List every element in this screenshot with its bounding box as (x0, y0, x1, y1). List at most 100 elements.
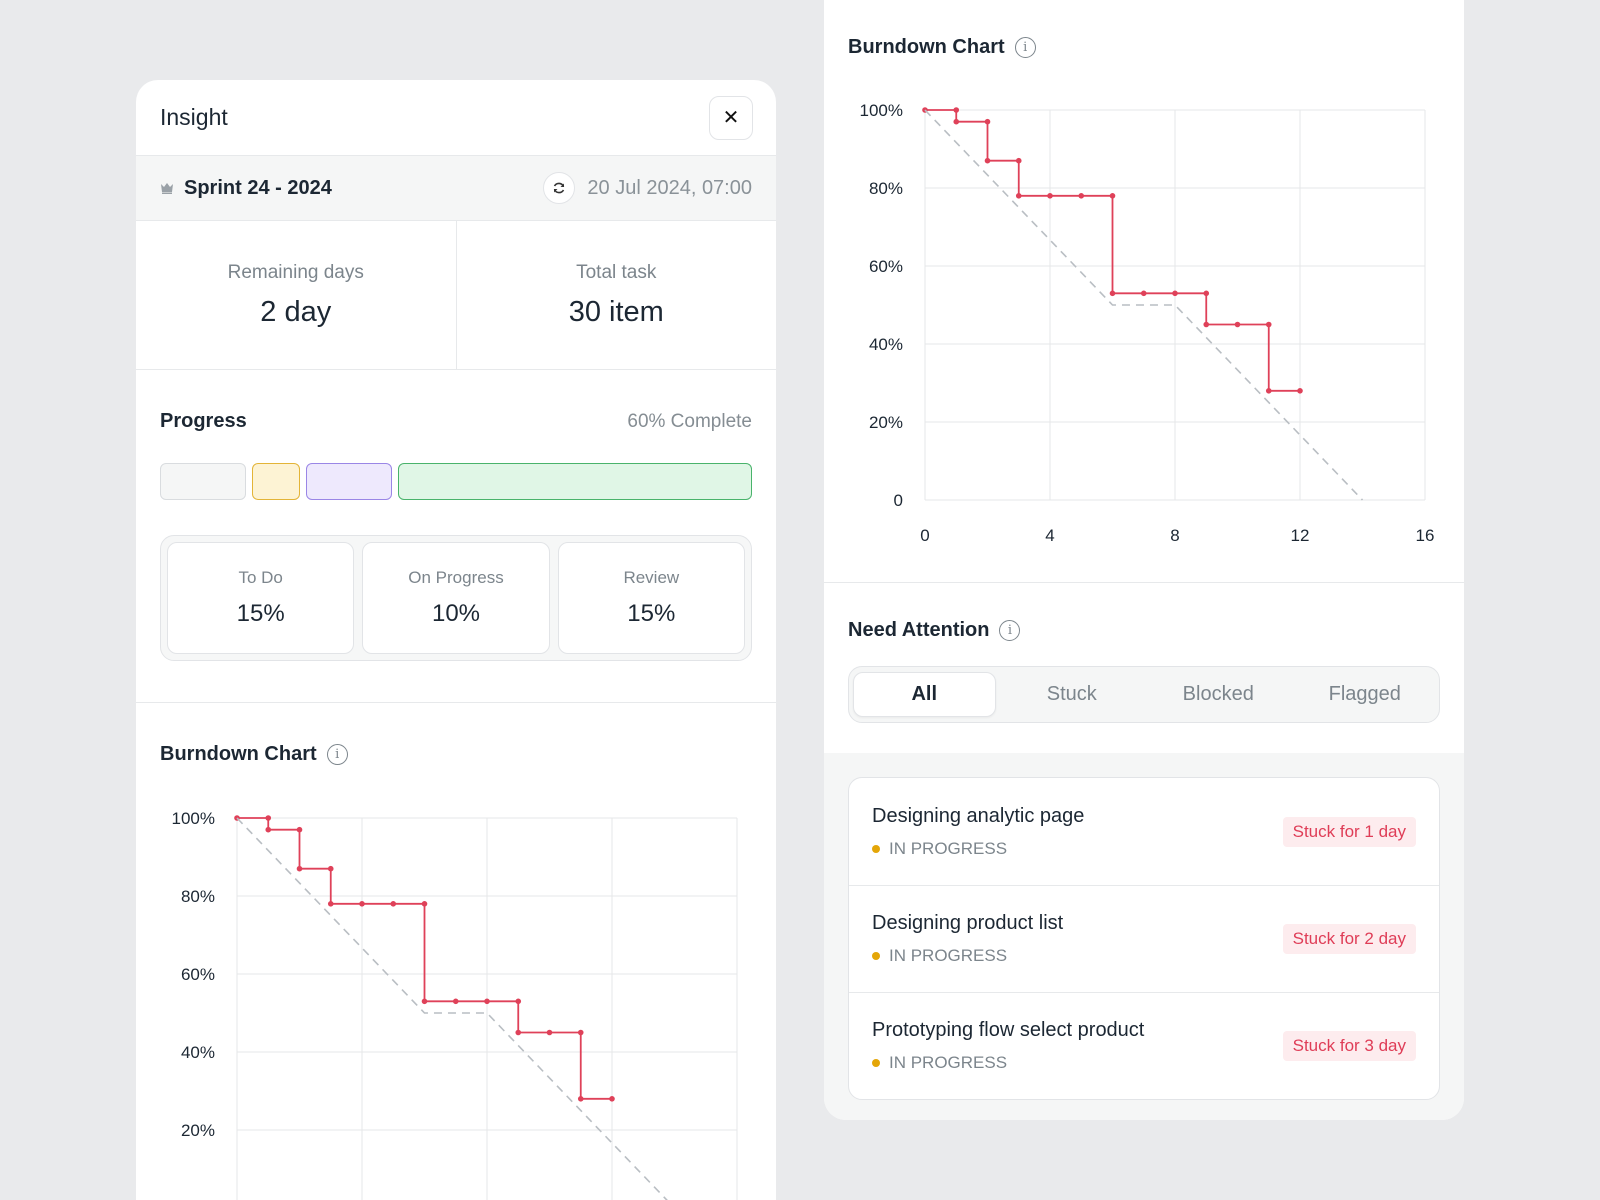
status-value: 15% (627, 600, 676, 627)
status-value: 15% (236, 600, 285, 627)
y-tick-label: 80% (869, 179, 903, 198)
progress-title: Progress (160, 410, 247, 432)
tab-stuck[interactable]: Stuck (1046, 683, 1097, 705)
need-attention-title-text: Need Attention (848, 619, 990, 641)
attention-body: Designing analytic page IN PROGRESS Stuc… (824, 753, 1464, 1120)
data-point (421, 901, 428, 907)
data-point (296, 865, 303, 872)
need-attention-title: Need Attention i (848, 619, 1440, 642)
data-point (452, 998, 459, 1005)
insight-panel: Insight ✕ Sprint 24 - 2024 20 Jul 2024, … (136, 80, 776, 1200)
burndown-chart-left: 020%40%60%80%100% (172, 809, 738, 1200)
insight-title: Insight (160, 104, 228, 130)
task-name: Designing product list (872, 912, 1064, 934)
actual-line (925, 109, 1300, 392)
y-tick-label: 100% (172, 809, 215, 828)
tab-flagged[interactable]: Flagged (1328, 683, 1401, 705)
data-point (577, 1029, 584, 1036)
status-dot-icon (872, 1059, 880, 1067)
status-value: 10% (431, 600, 481, 627)
stuck-badge: Stuck for 2 day (1282, 924, 1416, 954)
status-review: Review 15% (557, 542, 745, 654)
burndown-title-text: Burndown Chart (160, 743, 317, 765)
data-point (609, 1096, 615, 1102)
data-point (1203, 321, 1210, 328)
data-point (1234, 321, 1241, 328)
stat-remaining-days: Remaining days 2 day (136, 221, 456, 369)
data-point (1203, 290, 1210, 297)
tab-blocked[interactable]: Blocked (1182, 683, 1254, 705)
burndown-title-text: Burndown Chart (848, 36, 1005, 58)
data-point (265, 815, 272, 821)
data-point (984, 118, 991, 125)
status-label: On Progress (408, 568, 504, 587)
stat-value: 30 item (568, 295, 664, 328)
status-breakdown: To Do 15% On Progress 10% Review 15% (160, 535, 752, 661)
crown-icon (161, 183, 173, 194)
data-point (359, 901, 365, 907)
y-tick-label: 100% (860, 101, 903, 120)
progress-segment-done (398, 463, 752, 500)
sprint-bar: Sprint 24 - 2024 20 Jul 2024, 07:00 (136, 156, 776, 221)
info-icon[interactable]: i (999, 620, 1021, 641)
ideal-line (236, 817, 668, 1200)
list-item[interactable]: Prototyping flow select product IN PROGR… (849, 992, 1439, 1099)
data-point (327, 865, 334, 872)
close-icon: ✕ (722, 107, 740, 129)
data-point (546, 1029, 553, 1036)
refresh-button[interactable] (543, 172, 576, 204)
x-tick-label: 8 (1170, 526, 1179, 545)
status-dot-icon (872, 952, 880, 960)
stat-total-task: Total task 30 item (455, 221, 777, 369)
burndown-title-right: Burndown Chart i (848, 36, 1036, 59)
data-point (1078, 193, 1085, 199)
data-point (515, 1029, 522, 1036)
task-status: IN PROGRESS (872, 1053, 1144, 1073)
progress-complete: 60% Complete (627, 410, 752, 432)
y-tick-label: 80% (181, 887, 215, 906)
data-point (1109, 193, 1116, 199)
status-label: To Do (238, 568, 283, 587)
y-tick-label: 60% (181, 965, 215, 984)
refresh-icon (554, 182, 565, 194)
x-tick-label: 12 (1291, 526, 1310, 545)
burndown-section: Burndown Chart i 0 20% 40% 60% 80% 100% 0 4 8 12 1… (824, 0, 1464, 583)
data-point (1047, 193, 1053, 199)
data-point (390, 901, 397, 907)
data-point (1265, 321, 1272, 328)
progress-segment-review (306, 463, 392, 500)
data-point (1140, 290, 1147, 297)
data-point (577, 1096, 584, 1102)
status-label: Review (623, 568, 680, 587)
task-status-text: IN PROGRESS (889, 1053, 1008, 1072)
list-item[interactable]: Designing analytic page IN PROGRESS Stuc… (849, 778, 1439, 885)
info-icon[interactable]: i (326, 744, 348, 765)
data-point (296, 826, 303, 833)
data-point (1297, 388, 1303, 394)
progress-section: Progress 60% Complete To Do 15% On Progr… (136, 370, 776, 703)
data-point (1015, 193, 1022, 199)
task-name: Designing analytic page (872, 804, 1085, 827)
x-tick-label: 4 (1045, 526, 1054, 545)
sprint-date: 20 Jul 2024, 07:00 (587, 176, 752, 199)
x-tick-label: 0 (920, 526, 929, 545)
stat-label: Remaining days (227, 261, 364, 283)
tab-all[interactable]: All (853, 672, 996, 717)
task-status-text: IN PROGRESS (889, 946, 1008, 965)
details-panel: Burndown Chart i 0 20% 40% 60% 80% 100% 0 4 8 12 1… (824, 0, 1464, 1120)
ideal-line (924, 109, 1364, 501)
data-point (265, 826, 272, 833)
data-point (984, 157, 991, 164)
data-point (1015, 157, 1022, 164)
y-tick-label: 60% (869, 257, 903, 276)
data-point (484, 998, 490, 1005)
close-button[interactable]: ✕ (709, 95, 753, 140)
y-tick-label: 40% (869, 335, 903, 354)
x-tick-label: 16 (1416, 526, 1435, 545)
task-status-text: IN PROGRESS (889, 838, 1008, 858)
task-name: Prototyping flow select product (872, 1019, 1145, 1041)
data-point (953, 118, 960, 125)
progress-segment-todo (160, 463, 246, 500)
list-item[interactable]: Designing product list IN PROGRESS Stuck… (849, 885, 1439, 992)
info-icon[interactable]: i (1014, 37, 1036, 58)
